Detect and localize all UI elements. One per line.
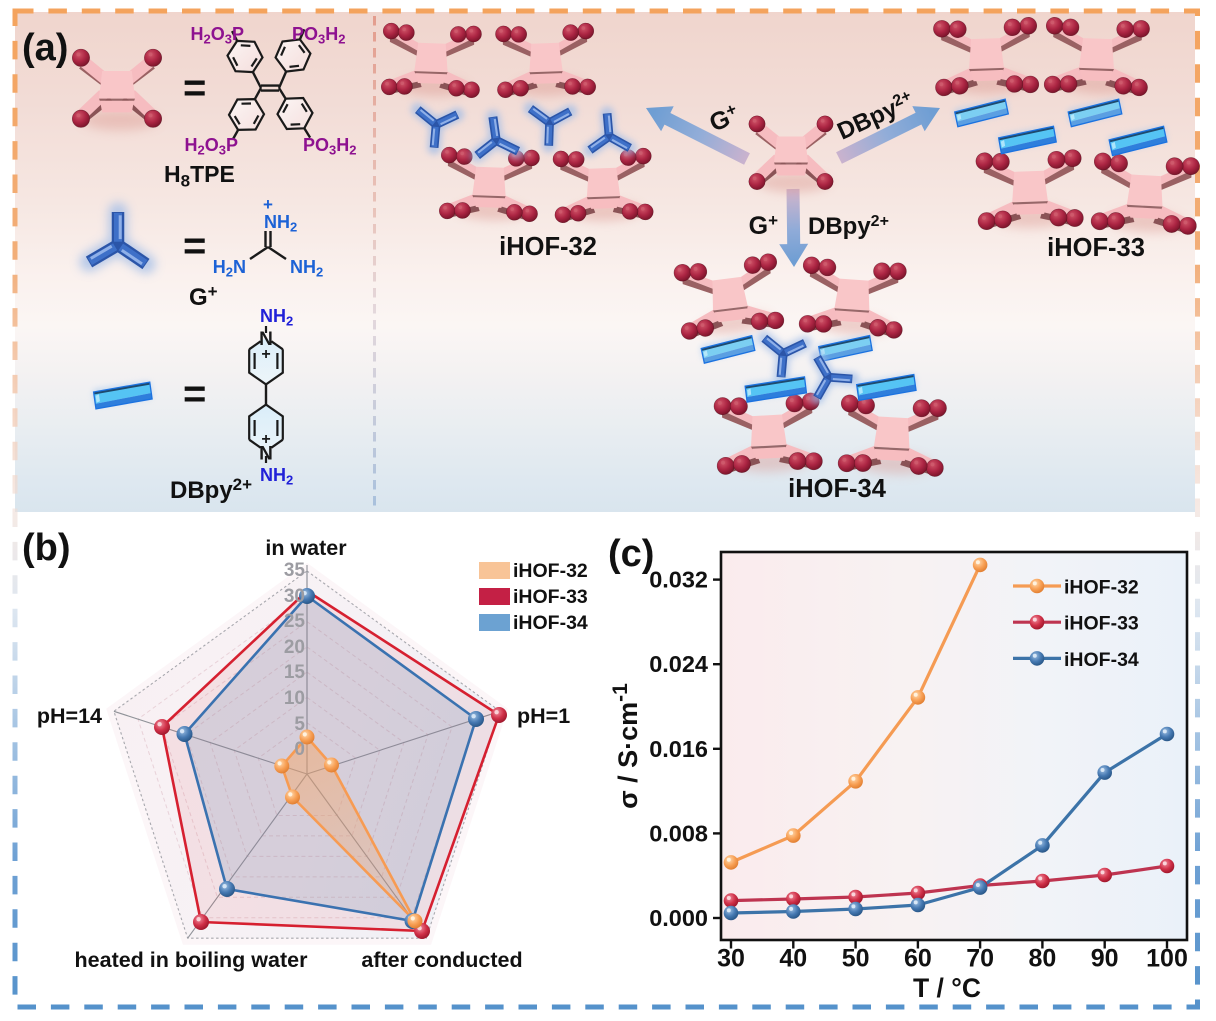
svg-text:0.032: 0.032: [649, 567, 708, 593]
svg-text:25: 25: [284, 611, 306, 632]
svg-text:35: 35: [284, 560, 306, 581]
svg-text:after conducted: after conducted: [361, 948, 522, 972]
svg-text:pH=14: pH=14: [37, 704, 102, 728]
svg-text:iHOF-34: iHOF-34: [513, 612, 588, 634]
svg-text:H2O3P: H2O3P: [191, 24, 245, 47]
svg-text:+: +: [263, 195, 273, 214]
svg-text:in water: in water: [265, 536, 347, 560]
svg-text:60: 60: [904, 945, 932, 973]
svg-text:DBpy2+: DBpy2+: [808, 213, 889, 240]
svg-text:0.024: 0.024: [649, 651, 708, 677]
svg-text:80: 80: [1028, 945, 1056, 973]
svg-text:15: 15: [284, 662, 306, 683]
svg-text:H2N: H2N: [213, 257, 246, 280]
svg-text:iHOF-32: iHOF-32: [1064, 577, 1139, 599]
svg-text:90: 90: [1091, 945, 1119, 973]
svg-text:H2O3P: H2O3P: [185, 135, 239, 158]
svg-text:0: 0: [294, 739, 305, 760]
svg-text:100: 100: [1146, 945, 1188, 973]
svg-text:10: 10: [284, 688, 305, 709]
svg-text:50: 50: [842, 945, 870, 973]
svg-text:G+: G+: [189, 282, 218, 311]
svg-text:+: +: [261, 431, 270, 448]
svg-text:iHOF-33: iHOF-33: [1047, 234, 1145, 262]
svg-text:0.008: 0.008: [649, 820, 708, 846]
svg-text:(c): (c): [608, 533, 654, 575]
svg-text:20: 20: [284, 637, 305, 658]
svg-text:heated in boiling water: heated in boiling water: [75, 948, 309, 972]
svg-text:30: 30: [284, 586, 305, 607]
svg-text:(a): (a): [22, 27, 68, 69]
svg-text:PO3H2: PO3H2: [303, 135, 356, 158]
svg-text:NH2: NH2: [260, 465, 293, 488]
svg-text:5: 5: [294, 714, 305, 735]
svg-text:NH2: NH2: [290, 257, 323, 280]
svg-text:40: 40: [779, 945, 807, 973]
svg-text:=: =: [183, 66, 206, 110]
svg-text:iHOF-32: iHOF-32: [499, 233, 597, 261]
svg-text:pH=1: pH=1: [517, 704, 570, 728]
svg-text:70: 70: [966, 945, 994, 973]
svg-text:PO3H2: PO3H2: [292, 24, 345, 47]
svg-text:N: N: [259, 329, 273, 350]
svg-text:N: N: [259, 444, 273, 465]
svg-text:0.000: 0.000: [649, 905, 708, 931]
svg-text:=: =: [183, 224, 206, 268]
svg-text:NH2: NH2: [260, 306, 293, 329]
svg-text:iHOF-33: iHOF-33: [1064, 613, 1139, 635]
svg-text:+: +: [261, 346, 270, 363]
svg-text:σ / S·cm-1: σ / S·cm-1: [609, 683, 643, 809]
svg-text:30: 30: [717, 945, 745, 973]
svg-text:=: =: [183, 372, 206, 416]
svg-text:iHOF-34: iHOF-34: [788, 475, 887, 503]
svg-text:iHOF-34: iHOF-34: [1064, 649, 1139, 671]
svg-text:0.016: 0.016: [649, 736, 708, 762]
svg-text:H8TPE: H8TPE: [164, 161, 235, 191]
svg-text:T / °C: T / °C: [913, 973, 981, 1003]
svg-text:NH2: NH2: [264, 212, 297, 235]
svg-text:(b): (b): [22, 527, 71, 569]
svg-text:iHOF-33: iHOF-33: [513, 586, 588, 608]
svg-text:iHOF-32: iHOF-32: [513, 560, 588, 582]
svg-text:DBpy2+: DBpy2+: [170, 475, 252, 504]
